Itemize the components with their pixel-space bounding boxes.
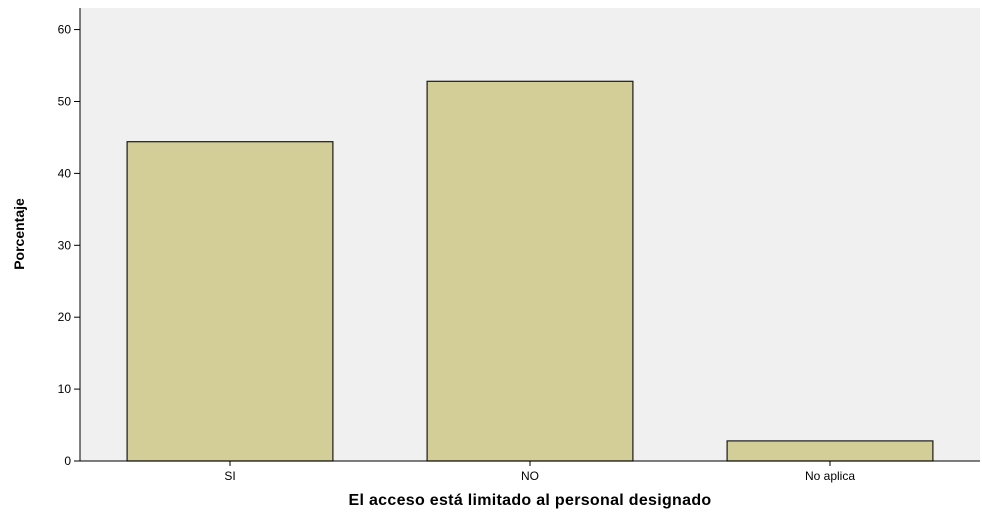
y-tick-label: 50 (58, 94, 72, 108)
bar-si (126, 141, 334, 462)
bars-group (126, 80, 934, 462)
y-tick-label: 40 (58, 166, 72, 180)
x-axis-title: El acceso está limitado al personal desi… (349, 492, 712, 509)
x-ticks-group: SI NO No aplica (224, 461, 855, 483)
y-tick-label: 60 (58, 23, 72, 37)
y-tick-label: 0 (64, 454, 71, 468)
y-axis-title: Porcentaje (11, 198, 27, 270)
x-tick-label: SI (224, 469, 235, 483)
y-tick-label: 10 (58, 382, 72, 396)
y-tick-label: 20 (58, 310, 72, 324)
x-tick-label: No aplica (805, 469, 855, 483)
x-tick-label: NO (521, 469, 539, 483)
y-ticks-group: 0 10 20 30 40 50 60 (58, 23, 80, 468)
bar-no-aplica (726, 440, 934, 462)
bar-no (426, 80, 634, 462)
y-tick-label: 30 (58, 238, 72, 252)
